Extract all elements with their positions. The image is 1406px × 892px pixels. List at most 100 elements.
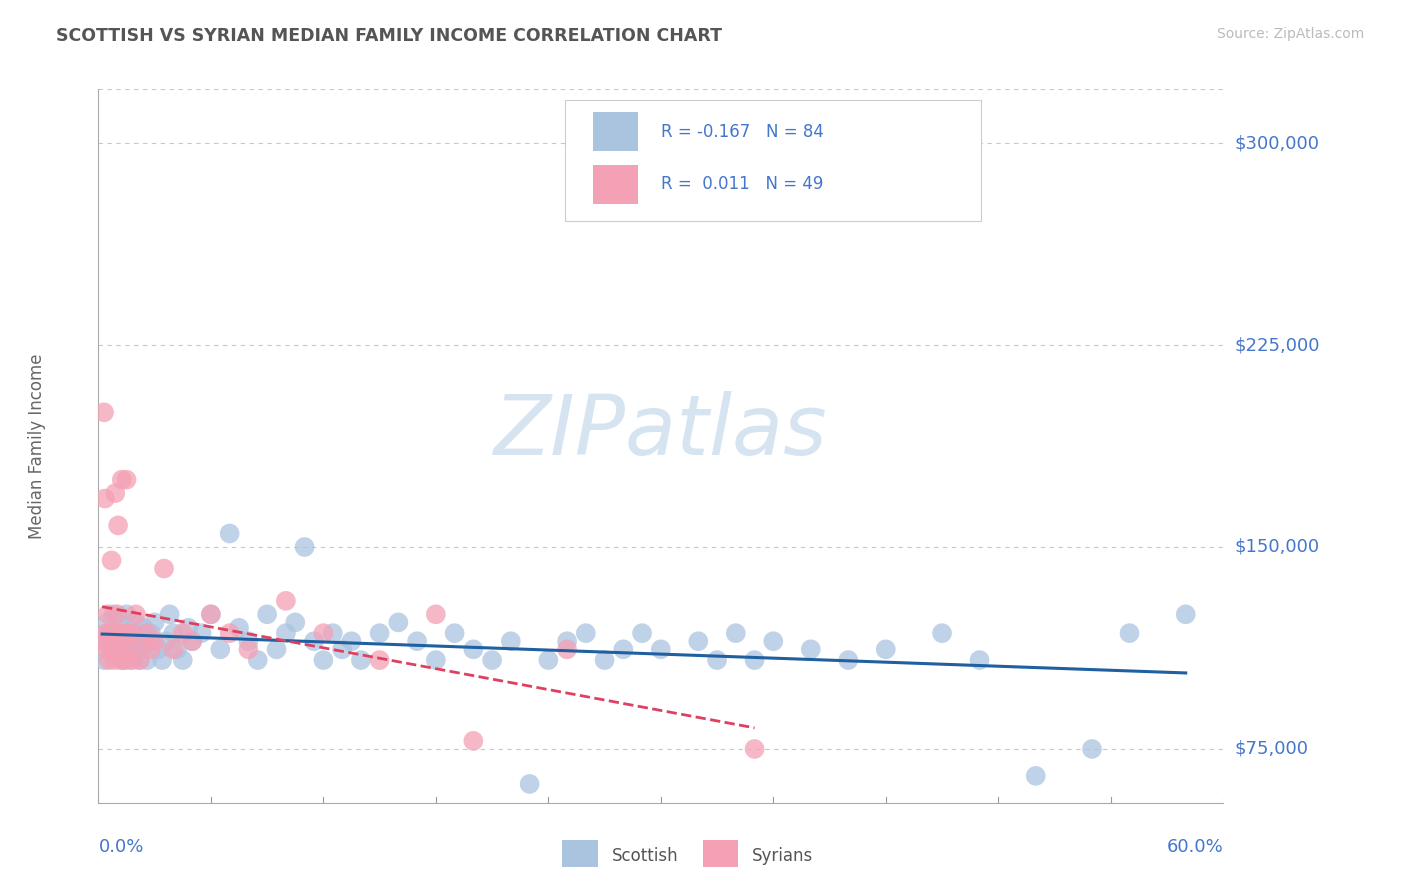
Point [120,653,142,667]
Point [159,607,181,622]
Point [104,486,127,500]
Text: $75,000: $75,000 [1234,740,1309,758]
Point [190,626,212,640]
Point [425,607,447,622]
Point [96,642,118,657]
Point [218,526,240,541]
Text: $225,000: $225,000 [1234,336,1320,354]
Point [294,540,316,554]
Point [125,615,148,630]
Point [110,634,132,648]
Point [108,615,131,630]
Point [246,653,269,667]
Point [688,634,710,648]
Point [1118,626,1140,640]
Point [93,653,115,667]
Point [238,634,260,648]
Point [181,634,204,648]
Point [91,629,114,643]
Point [519,777,541,791]
Point [463,642,485,657]
Point [172,626,194,640]
Point [132,621,155,635]
Point [115,473,138,487]
Point [266,642,288,657]
Point [537,653,560,667]
Point [463,734,485,748]
Point [837,653,859,667]
Point [875,642,897,657]
Point [114,642,136,657]
Point [139,642,162,657]
Point [481,653,503,667]
Point [127,634,149,648]
Point [108,642,131,657]
Point [800,642,823,657]
Point [425,653,447,667]
Point [724,626,747,640]
Point [100,642,122,657]
Point [284,615,307,630]
Text: $150,000: $150,000 [1234,538,1319,556]
Point [93,405,115,419]
Point [969,653,991,667]
Point [111,473,134,487]
Point [931,626,953,640]
FancyBboxPatch shape [593,165,638,204]
Point [105,607,128,622]
Point [218,626,240,640]
FancyBboxPatch shape [565,100,981,221]
FancyBboxPatch shape [593,112,638,152]
Point [132,634,155,648]
Point [172,653,194,667]
Text: $300,000: $300,000 [1234,134,1319,152]
Point [128,653,150,667]
Point [108,626,131,640]
Point [136,653,159,667]
Point [499,634,522,648]
Point [111,653,134,667]
Point [98,626,121,640]
Point [575,626,598,640]
Point [103,607,125,622]
Point [120,642,142,657]
Point [121,642,143,657]
Point [134,634,156,648]
Point [762,634,785,648]
Point [121,653,143,667]
Text: SCOTTISH VS SYRIAN MEDIAN FAMILY INCOME CORRELATION CHART: SCOTTISH VS SYRIAN MEDIAN FAMILY INCOME … [56,27,723,45]
Point [340,634,363,648]
Point [117,626,139,640]
Point [94,491,117,506]
Point [631,626,654,640]
Text: ZIPatlas: ZIPatlas [494,392,828,472]
Text: Median Family Income: Median Family Income [28,353,45,539]
Point [228,621,250,635]
Point [330,642,353,657]
Point [200,607,222,622]
Point [1025,769,1047,783]
Point [128,653,150,667]
Text: Source: ZipAtlas.com: Source: ZipAtlas.com [1216,27,1364,41]
Point [406,634,429,648]
Point [115,607,138,622]
Point [274,594,297,608]
Point [110,653,132,667]
Point [122,626,145,640]
Point [209,642,232,657]
Point [387,615,409,630]
Point [650,642,672,657]
Point [117,626,139,640]
Point [94,634,117,648]
Point [125,607,148,622]
Text: 60.0%: 60.0% [1167,838,1223,856]
Point [97,615,120,630]
Point [443,626,465,640]
Point [350,653,373,667]
Point [181,634,204,648]
Point [166,642,188,657]
Point [91,634,114,648]
Point [100,634,122,648]
Point [322,626,344,640]
Point [150,653,173,667]
